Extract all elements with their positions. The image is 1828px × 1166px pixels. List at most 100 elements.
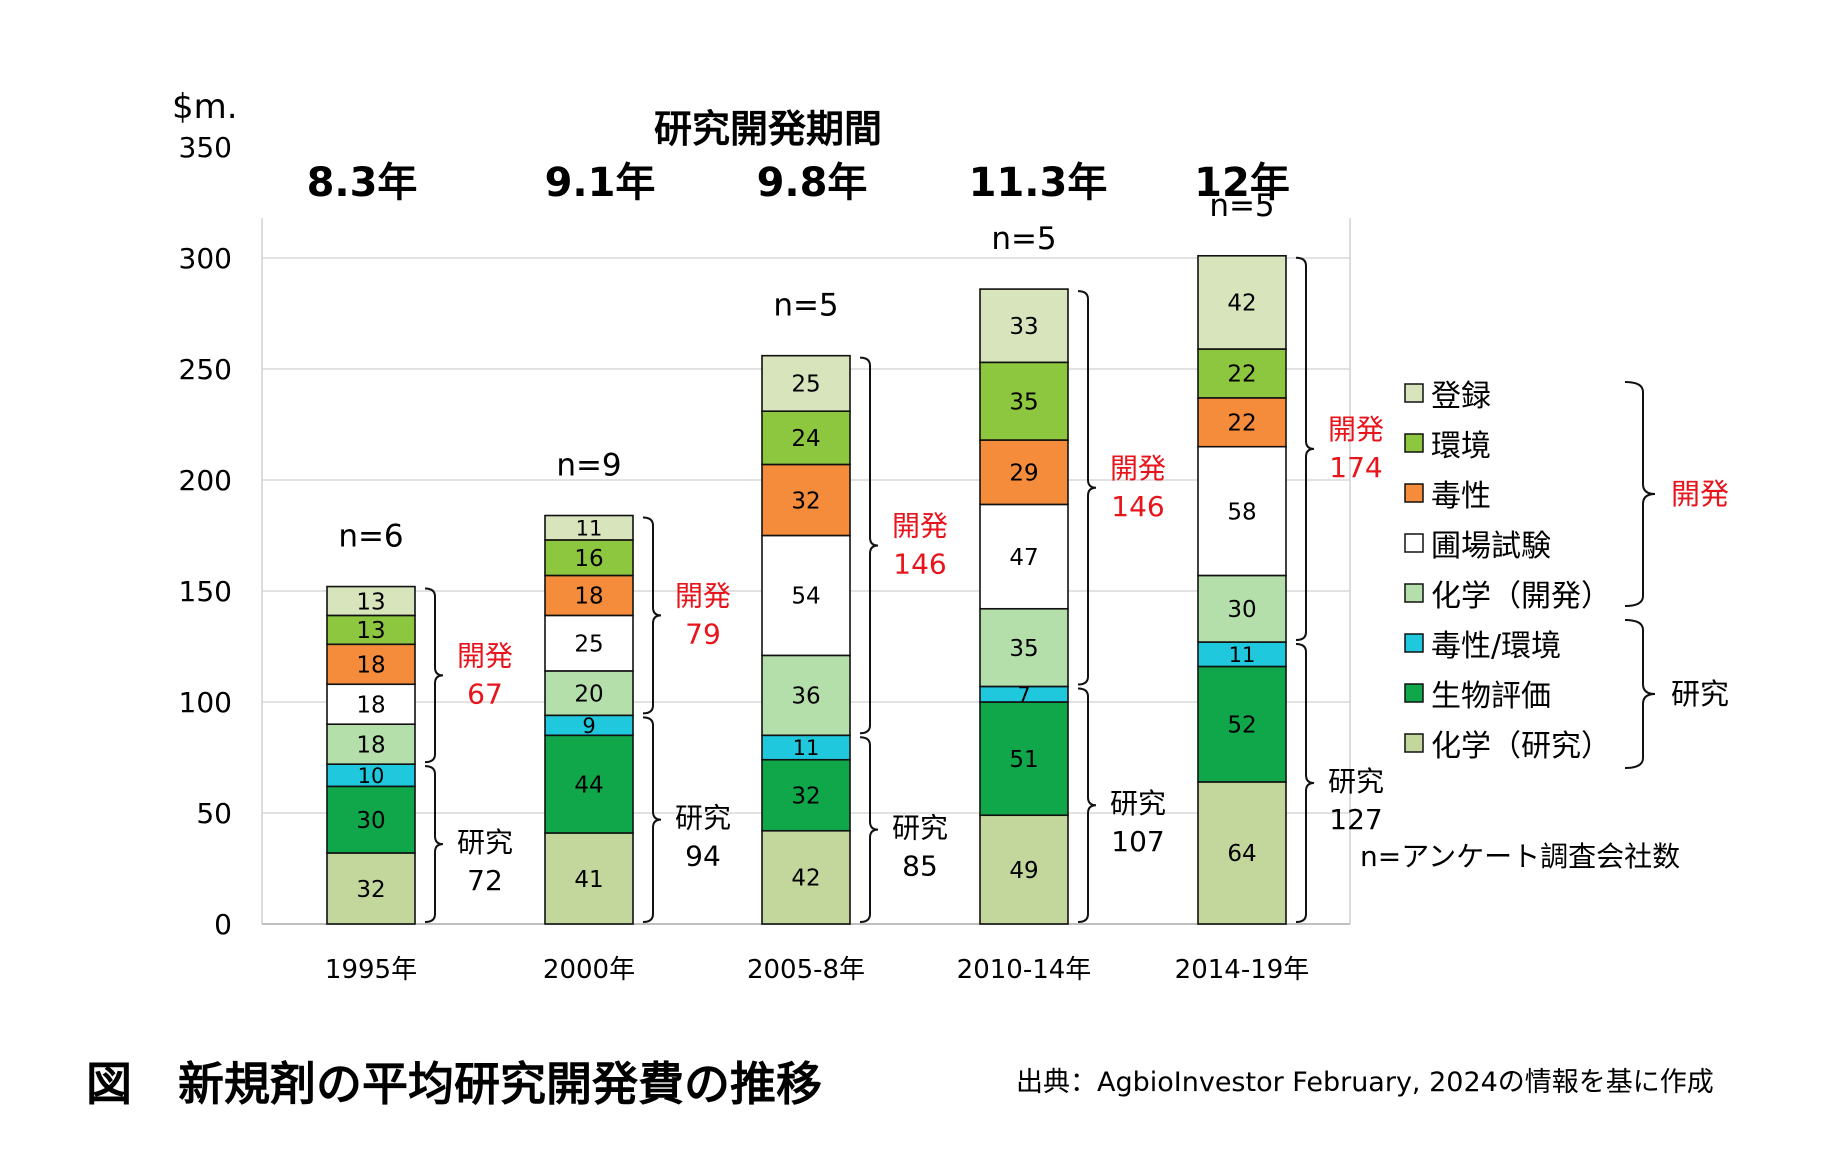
segment-value-label: 11 bbox=[1229, 643, 1256, 667]
bar-segment bbox=[979, 814, 1069, 925]
legend-label: 化学（開発） bbox=[1431, 579, 1611, 614]
development-total: 79 bbox=[685, 617, 721, 650]
research-label: 研究 bbox=[675, 802, 731, 835]
legend-label: 毒性 bbox=[1431, 479, 1491, 514]
segment-value-label: 11 bbox=[793, 736, 820, 760]
legend-research-brace bbox=[1624, 619, 1656, 769]
bar-segment bbox=[544, 514, 634, 541]
research-total: 127 bbox=[1329, 803, 1382, 836]
legend-swatch bbox=[1404, 383, 1424, 403]
development-label: 開発 bbox=[892, 509, 948, 542]
research-label: 研究 bbox=[892, 812, 948, 845]
research-total: 85 bbox=[902, 850, 938, 883]
segment-value-label: 29 bbox=[1009, 461, 1038, 487]
bar-segment bbox=[544, 832, 634, 925]
bar-segment bbox=[979, 701, 1069, 817]
bar-segment bbox=[979, 288, 1069, 364]
development-total: 67 bbox=[467, 677, 503, 710]
bar-segment bbox=[326, 614, 416, 646]
development-label: 開発 bbox=[1110, 452, 1166, 485]
source-note: 出典：AgbioInvestor February, 2024の情報を基に作成 bbox=[1016, 1067, 1714, 1098]
bar-segment bbox=[761, 758, 851, 832]
segment-value-label: 13 bbox=[356, 589, 385, 615]
segment-value-label: 9 bbox=[582, 714, 595, 738]
bar-segment bbox=[761, 734, 851, 761]
n-label: n=5 bbox=[1209, 188, 1274, 224]
segment-value-label: 42 bbox=[1227, 291, 1256, 317]
period-label: 8.3年 bbox=[307, 160, 418, 206]
legend-label: 登録 bbox=[1431, 379, 1491, 414]
development-brace bbox=[1077, 290, 1097, 686]
legend-swatch bbox=[1404, 533, 1424, 553]
x-tick-label: 1995年 bbox=[325, 955, 417, 985]
n-note: n=アンケート調査会社数 bbox=[1360, 840, 1680, 873]
legend-label: 化学（研究） bbox=[1431, 729, 1611, 764]
segment-value-label: 18 bbox=[574, 584, 603, 610]
segment-value-label: 58 bbox=[1227, 499, 1256, 525]
segment-value-label: 10 bbox=[358, 764, 385, 788]
segment-value-label: 18 bbox=[356, 653, 385, 679]
legend-research-brace-label: 研究 bbox=[1671, 677, 1729, 711]
legend-label: 毒性/環境 bbox=[1431, 629, 1561, 664]
development-brace bbox=[1295, 256, 1315, 642]
segment-value-label: 32 bbox=[356, 877, 385, 903]
bar-segment bbox=[544, 539, 634, 577]
n-label: n=6 bbox=[338, 519, 403, 555]
bar-segment bbox=[544, 614, 634, 672]
y-axis-label: $m. bbox=[172, 87, 238, 127]
bar-segment bbox=[979, 439, 1069, 506]
bar-segment bbox=[761, 829, 851, 925]
legend-label: 圃場試験 bbox=[1431, 529, 1551, 564]
y-tick-label: 200 bbox=[179, 464, 232, 497]
development-total: 174 bbox=[1329, 451, 1382, 484]
segment-value-label: 47 bbox=[1009, 545, 1038, 571]
segment-value-label: 16 bbox=[574, 546, 603, 572]
segment-value-label: 41 bbox=[574, 867, 603, 893]
development-label: 開発 bbox=[675, 579, 731, 612]
research-total: 72 bbox=[467, 864, 503, 897]
x-tick-label: 2010-14年 bbox=[957, 955, 1092, 985]
segment-value-label: 11 bbox=[576, 516, 603, 540]
segment-value-label: 20 bbox=[574, 681, 603, 707]
bar-segment bbox=[761, 354, 851, 412]
y-tick-label: 150 bbox=[179, 575, 232, 608]
bar-segment bbox=[1197, 348, 1287, 399]
x-tick-label: 2005-8年 bbox=[747, 955, 865, 985]
segment-value-label: 30 bbox=[1227, 597, 1256, 623]
segment-value-label: 30 bbox=[356, 808, 385, 834]
x-tick-label: 2014-19年 bbox=[1175, 955, 1310, 985]
legend-label: 環境 bbox=[1431, 429, 1491, 464]
bar-segment bbox=[979, 503, 1069, 610]
segment-value-label: 18 bbox=[356, 693, 385, 719]
segment-value-label: 36 bbox=[791, 684, 820, 710]
bar-segment bbox=[761, 463, 851, 537]
research-brace bbox=[859, 736, 879, 923]
y-tick-label: 300 bbox=[179, 242, 232, 275]
bar-segment bbox=[1197, 397, 1287, 448]
segment-value-label: 49 bbox=[1009, 858, 1038, 884]
research-brace bbox=[1077, 687, 1097, 923]
segment-value-label: 25 bbox=[791, 372, 820, 398]
development-label: 開発 bbox=[1328, 413, 1384, 446]
segment-value-label: 35 bbox=[1009, 389, 1038, 415]
x-tick-label: 2000年 bbox=[543, 955, 635, 985]
period-label: 9.8年 bbox=[757, 160, 868, 206]
y-tick-label: 0 bbox=[214, 908, 232, 941]
segment-value-label: 52 bbox=[1227, 712, 1256, 738]
bar-segment bbox=[1197, 445, 1287, 577]
segment-value-label: 51 bbox=[1009, 747, 1038, 773]
research-brace bbox=[642, 716, 662, 923]
legend-development-brace-label: 開発 bbox=[1671, 477, 1729, 511]
research-brace bbox=[424, 765, 444, 923]
bar-segment bbox=[761, 534, 851, 657]
segment-value-label: 35 bbox=[1009, 636, 1038, 662]
n-label: n=5 bbox=[773, 288, 838, 324]
research-total: 107 bbox=[1111, 825, 1164, 858]
research-total: 94 bbox=[685, 840, 721, 873]
segment-value-label: 25 bbox=[574, 631, 603, 657]
segment-value-label: 54 bbox=[791, 584, 820, 610]
development-total: 146 bbox=[1111, 490, 1164, 523]
segment-value-label: 22 bbox=[1227, 411, 1256, 437]
research-brace bbox=[1295, 643, 1315, 923]
legend-label: 生物評価 bbox=[1431, 679, 1551, 714]
